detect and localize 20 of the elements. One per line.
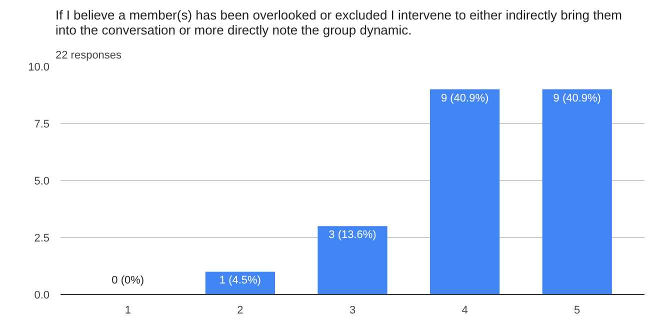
bar: [542, 89, 612, 294]
y-tick-label: 2.5: [34, 232, 50, 244]
x-tick-label: 4: [462, 304, 468, 316]
data-label: 3 (13.6%): [328, 229, 376, 242]
chart-subtitle: 22 responses: [56, 50, 122, 62]
data-label: 0 (0%): [112, 274, 144, 286]
x-tick-label: 1: [124, 304, 131, 316]
y-tick-label: 5.0: [34, 176, 50, 188]
bar: [318, 226, 388, 294]
y-tick-label: 0.0: [34, 290, 50, 302]
y-tick-label: 10.0: [28, 62, 50, 74]
y-tick-label: 7.5: [34, 118, 50, 130]
x-tick-label: 3: [349, 304, 356, 316]
x-tick-label: 2: [237, 304, 244, 316]
data-label: 1 (4.5%): [219, 274, 261, 287]
data-label: 9 (40.9%): [440, 92, 489, 104]
chart-title: If I believe a member(s) has been overlooked or excluded I intervene to either indirectly bring them into the conversation or more directly note the group dynamic.: [56, 8, 622, 38]
bar: [430, 89, 500, 294]
data-label: 9 (40.9%): [553, 92, 601, 104]
x-tick-label: 5: [574, 304, 580, 316]
